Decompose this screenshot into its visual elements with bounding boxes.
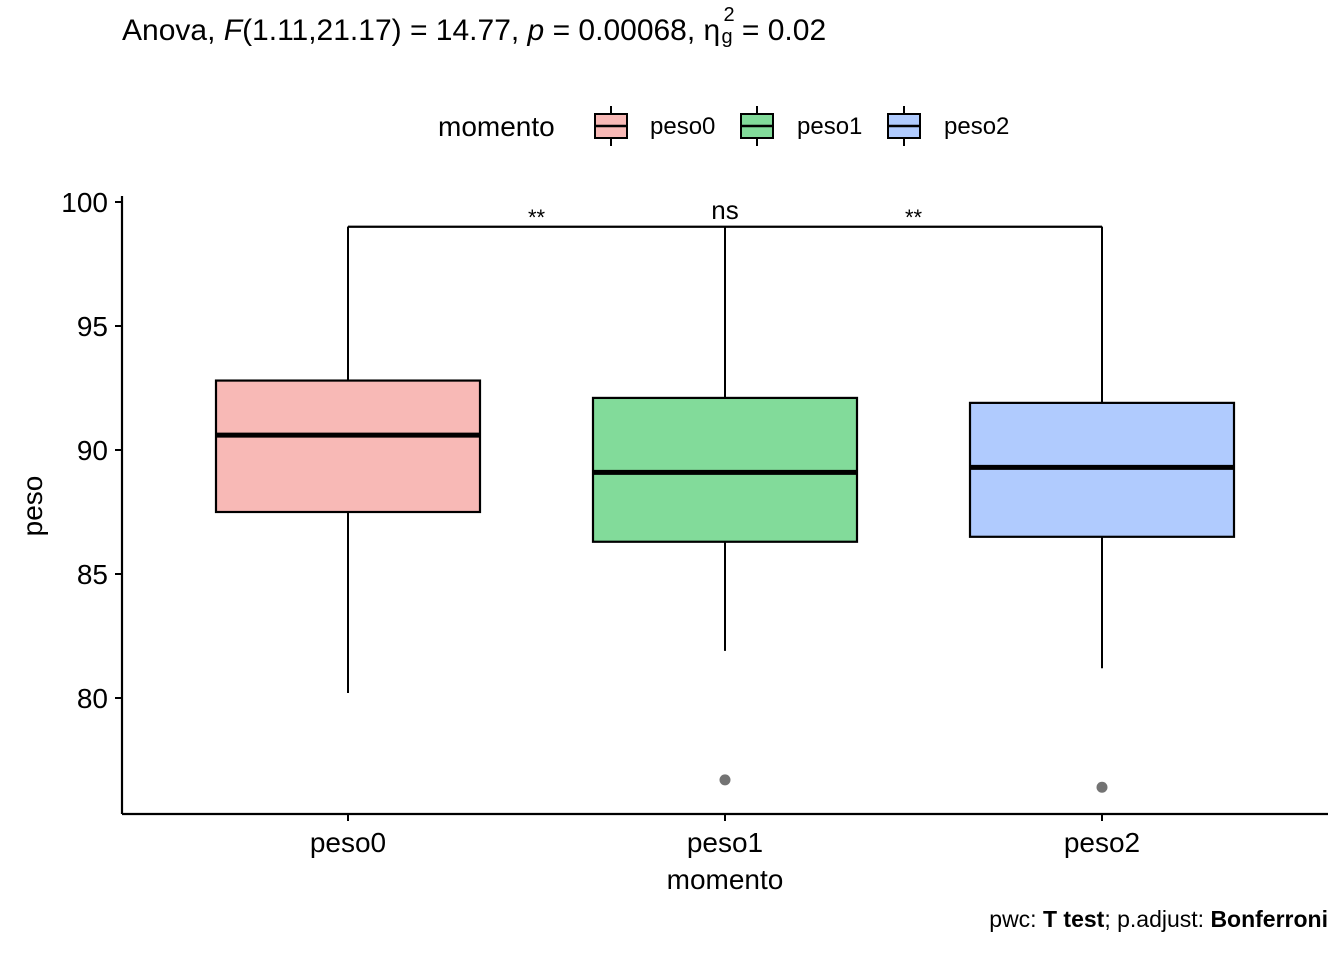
title-df: (1.11,21.17) = 14.77, (242, 14, 528, 47)
title-effect-letter: η (703, 14, 721, 47)
caption-pwc-label: pwc: (989, 906, 1043, 932)
x-axis-label: momento (667, 864, 784, 895)
legend-label: peso0 (650, 113, 715, 140)
outlier-point (719, 774, 731, 786)
bracket-label: ** (905, 205, 923, 230)
comparison-peso1-peso2: ** (724, 205, 1103, 233)
y-tick-label: 95 (77, 311, 108, 342)
x-tick-label: peso1 (687, 827, 763, 858)
title-p-value: = 0.00068, (544, 14, 704, 47)
caption-adjust-method: Bonferroni (1210, 906, 1328, 932)
y-tick-label: 85 (77, 559, 108, 590)
comparison-peso0-peso2: ns (347, 195, 1103, 233)
title-p-symbol: p (527, 14, 545, 47)
legend-label: peso2 (944, 113, 1009, 140)
caption-sep: ; p.adjust: (1104, 906, 1211, 932)
title-prefix: Anova, (122, 14, 224, 47)
bracket-label: ** (528, 205, 546, 230)
y-tick-label: 100 (61, 187, 108, 218)
caption-pwc-method: T test (1042, 906, 1105, 932)
outlier-point (1096, 781, 1108, 793)
x-tick-label: peso0 (310, 827, 386, 858)
y-tick-label: 90 (77, 435, 108, 466)
legend-label: peso1 (797, 113, 862, 140)
box-body (214, 379, 482, 514)
title-effect-sub: g (721, 26, 733, 48)
box-peso0 (214, 226, 482, 694)
chart-title: Anova, F(1.11,21.17) = 14.77, p = 0.0006… (122, 4, 827, 48)
legend-item-peso2: peso2 (887, 106, 1009, 146)
axes: 80 85 90 95 100 peso0 peso1 peso2 (61, 187, 1328, 858)
y-axis-label: peso (17, 476, 48, 537)
legend-item-peso1: peso1 (740, 106, 862, 146)
legend-title: momento (438, 111, 555, 142)
box-peso1 (591, 226, 859, 786)
legend: momento peso0 peso1 peso2 (438, 106, 1009, 146)
caption: pwc: T test; p.adjust: Bonferroni (989, 906, 1328, 933)
y-tick-label: 80 (77, 683, 108, 714)
legend-item-peso0: peso0 (594, 106, 715, 146)
title-stat-symbol: F (223, 14, 243, 47)
bracket-label: ns (711, 195, 738, 225)
comparison-brackets: ** ** ns (347, 195, 1103, 233)
boxes (214, 226, 1236, 793)
title-effect-value: = 0.02 (733, 14, 827, 47)
x-tick-label: peso2 (1064, 827, 1140, 858)
comparison-peso0-peso1: ** (347, 205, 726, 233)
box-peso2 (968, 226, 1236, 793)
title-effect-sup: 2 (723, 4, 735, 26)
